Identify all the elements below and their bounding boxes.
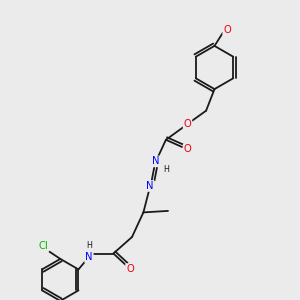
- Text: O: O: [184, 119, 191, 129]
- Text: N: N: [152, 156, 159, 167]
- Text: O: O: [223, 25, 231, 35]
- Text: O: O: [184, 144, 191, 154]
- Text: H: H: [86, 242, 92, 250]
- Text: N: N: [85, 252, 93, 262]
- Text: H: H: [163, 165, 169, 174]
- Text: Cl: Cl: [38, 241, 48, 251]
- Text: N: N: [146, 181, 154, 191]
- Text: O: O: [126, 264, 134, 274]
